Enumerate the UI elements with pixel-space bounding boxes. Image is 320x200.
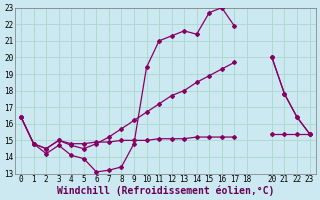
X-axis label: Windchill (Refroidissement éolien,°C): Windchill (Refroidissement éolien,°C) bbox=[57, 185, 274, 196]
